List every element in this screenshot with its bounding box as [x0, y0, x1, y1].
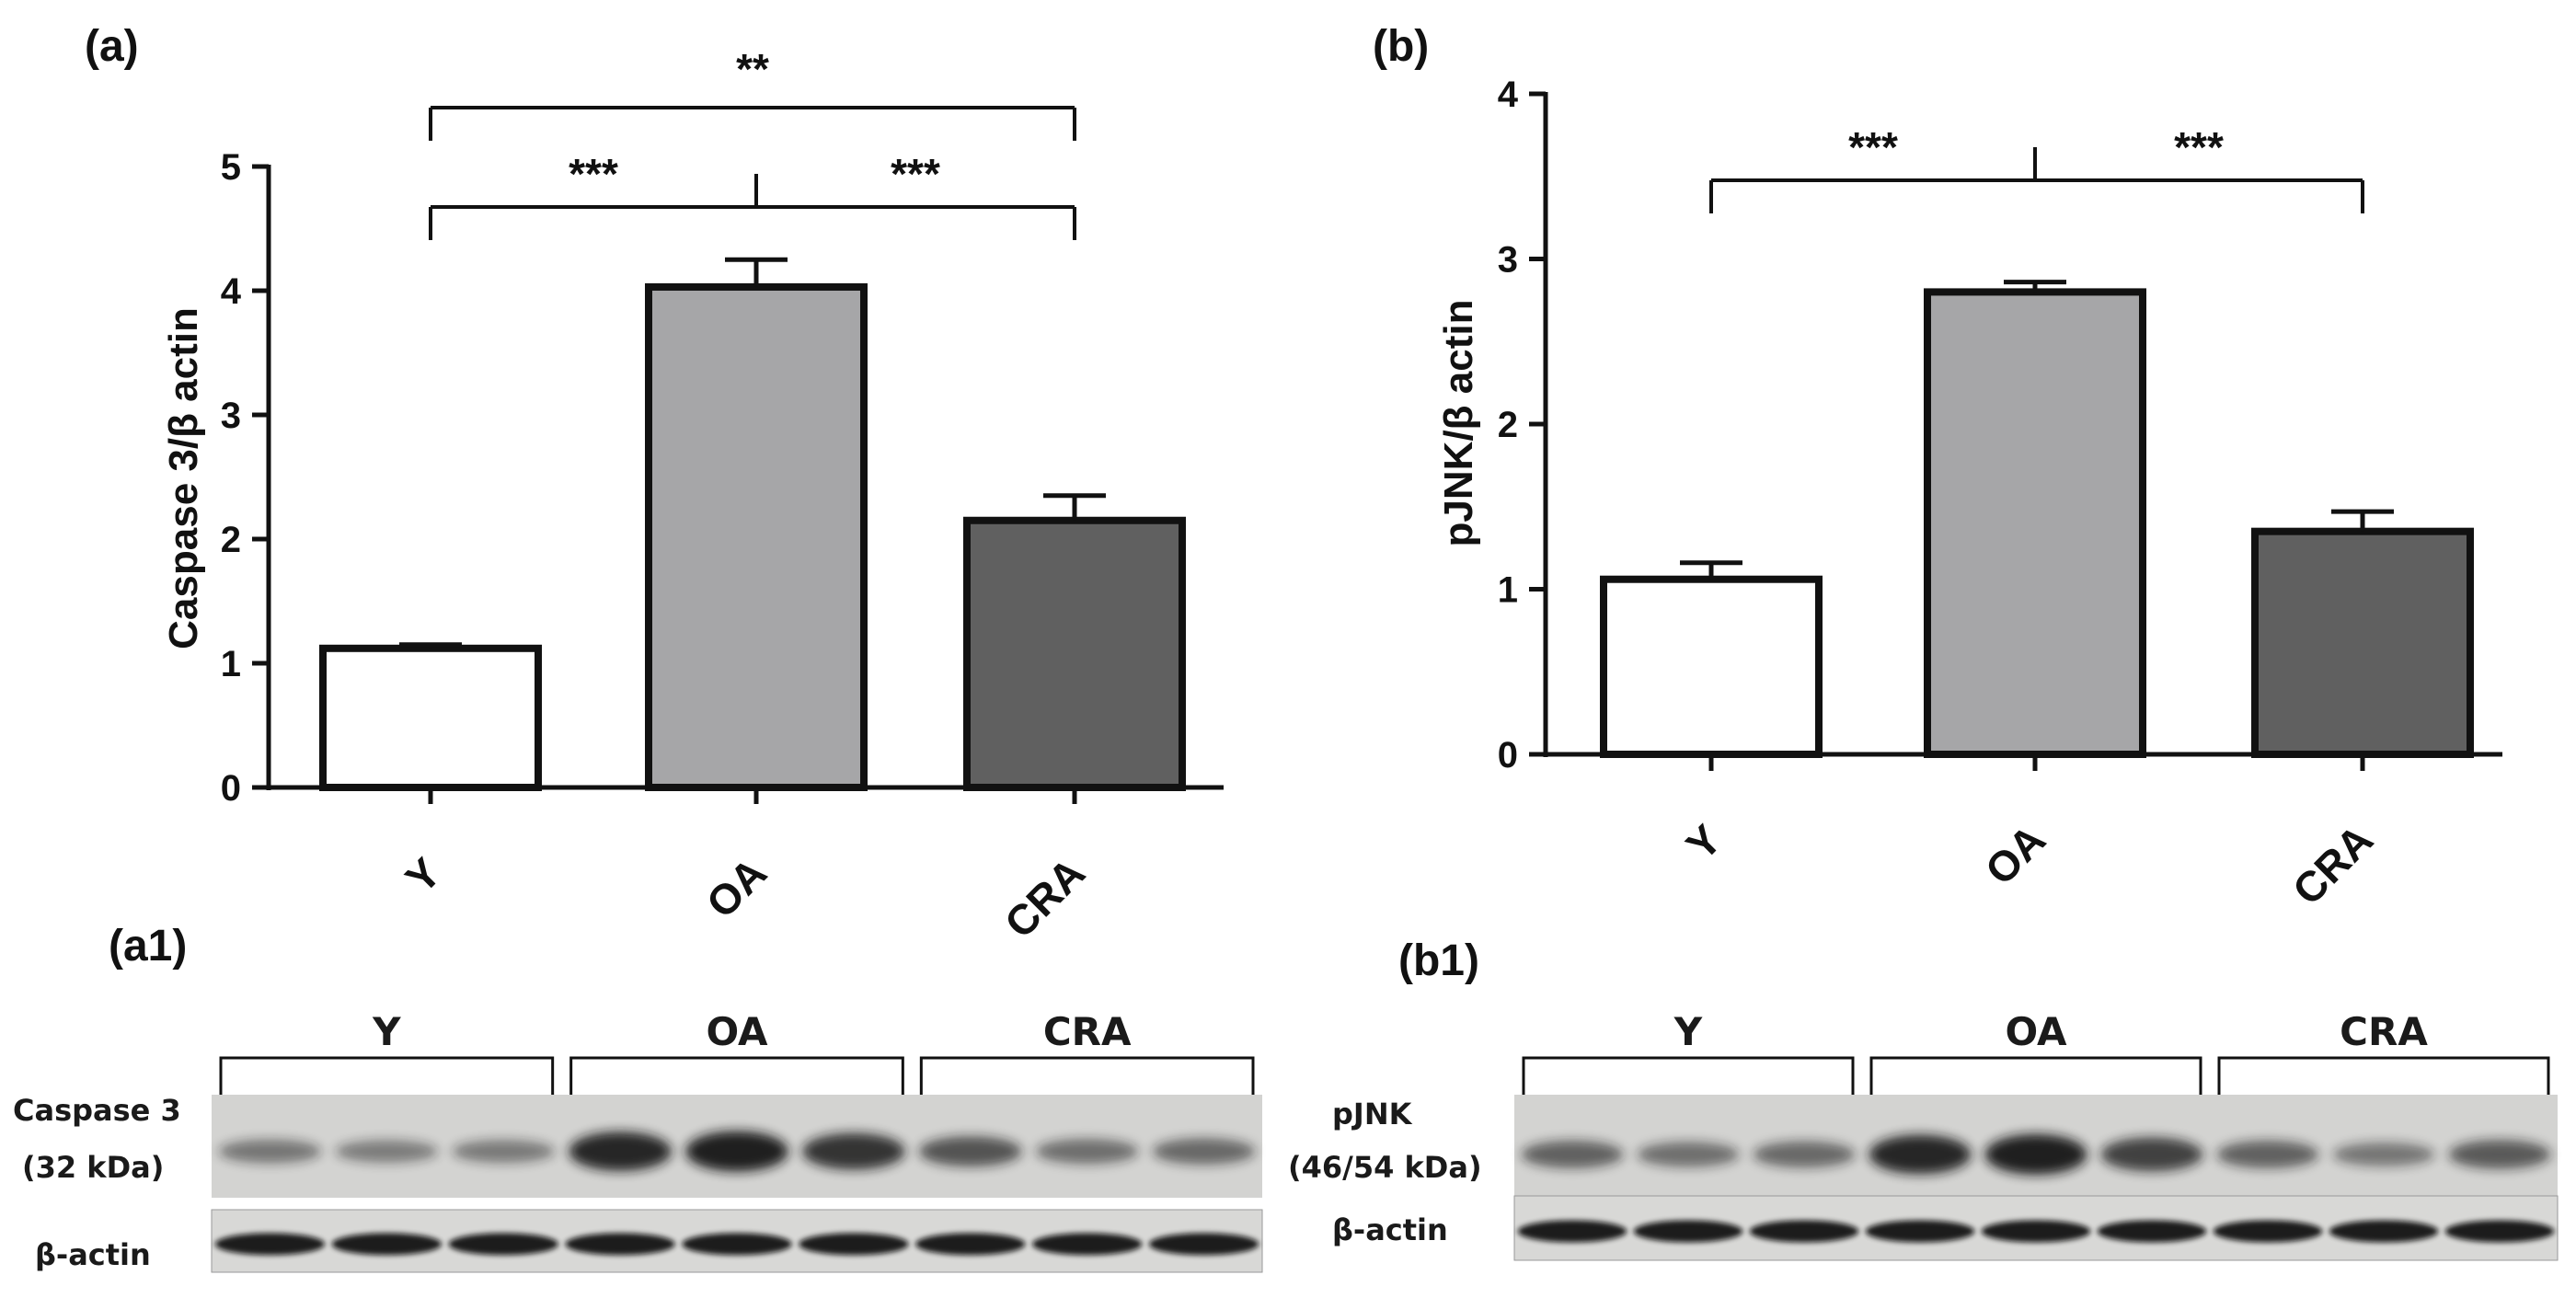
- y-tick-label: 3: [1498, 240, 1518, 281]
- target-band: [1637, 1142, 1740, 1167]
- target-band: [1035, 1139, 1139, 1165]
- lane-group-bracket: [919, 1056, 1255, 1095]
- target-band: [1152, 1138, 1256, 1165]
- chart-b-pjnk: 0 1 2 3 4 *** *** Y OA CRA pJNK/β actin: [1436, 75, 2502, 914]
- blot-b1-loading-label: β-actin: [1332, 1212, 1448, 1247]
- loading-band: [1032, 1233, 1143, 1256]
- loading-band: [2444, 1220, 2555, 1243]
- lane-group-bracket: [1522, 1056, 1855, 1095]
- panel-label-b1: (b1): [1398, 936, 1479, 985]
- target-band: [335, 1140, 439, 1163]
- panel-label-a: (a): [85, 22, 139, 71]
- target-band: [2448, 1140, 2551, 1169]
- target-band: [452, 1140, 556, 1164]
- target-band: [1521, 1140, 1624, 1168]
- western-blot-a1: Caspase 3 (32 kDa) β-actin Y OA CRA: [13, 1009, 1263, 1273]
- lane-group-label-y: Y: [1673, 1009, 1703, 1054]
- blot-b1-protein-size: (46/54 kDa): [1288, 1150, 1482, 1185]
- western-blot-b1: pJNK (46/54 kDa) β-actin Y OA CRA: [1288, 1009, 2559, 1261]
- significance-label: **: [736, 45, 769, 93]
- target-band: [2100, 1137, 2203, 1172]
- loading-band: [2213, 1220, 2323, 1243]
- lane-group-label-oa: OA: [2005, 1009, 2067, 1054]
- target-band: [802, 1132, 905, 1170]
- loading-band: [1633, 1220, 1743, 1243]
- loading-band: [799, 1233, 909, 1256]
- lane-group-bracket: [569, 1056, 904, 1095]
- loading-band: [214, 1233, 326, 1256]
- loading-band: [1981, 1220, 2091, 1243]
- target-band: [1753, 1141, 1856, 1168]
- y-tick-label: 3: [221, 396, 241, 436]
- panel-label-a1: (a1): [109, 922, 187, 971]
- target-band: [685, 1131, 788, 1172]
- significance-label: ***: [1848, 123, 1898, 171]
- lane-group-label-cra: CRA: [1043, 1009, 1132, 1054]
- loading-band: [448, 1233, 558, 1256]
- y-tick-label: 2: [1498, 405, 1518, 445]
- y-tick-label: 1: [1498, 570, 1518, 611]
- bar-cra: [2251, 527, 2474, 758]
- x-tick-label-cra: CRA: [2283, 815, 2382, 913]
- x-tick-label-y: Y: [397, 848, 450, 902]
- lane-group-label-oa: OA: [706, 1009, 768, 1054]
- loading-band: [1517, 1220, 1627, 1243]
- bar-cra: [963, 516, 1186, 791]
- loading-band: [2097, 1220, 2207, 1243]
- target-band: [218, 1139, 322, 1164]
- loading-band: [331, 1233, 442, 1256]
- lane-group-bracket: [2217, 1056, 2550, 1095]
- y-tick-label: 5: [221, 147, 241, 188]
- target-band: [1984, 1133, 2087, 1175]
- lane-group-bracket: [219, 1056, 555, 1095]
- y-tick-label: 0: [221, 768, 241, 809]
- loading-band: [682, 1233, 792, 1256]
- target-band: [1869, 1134, 1972, 1175]
- blot-a1-protein-size: (32 kDa): [22, 1150, 164, 1185]
- x-tick-label-oa: OA: [697, 848, 776, 927]
- blot-a1-loading-label: β-actin: [35, 1237, 151, 1272]
- target-band: [2332, 1143, 2435, 1166]
- panel-label-b: (b): [1373, 22, 1429, 71]
- significance-label: ***: [2174, 123, 2224, 171]
- target-band: [569, 1131, 672, 1171]
- target-band: [918, 1136, 1022, 1166]
- loading-band: [1148, 1233, 1259, 1256]
- y-axis-title-b: pJNK/β actin: [1436, 300, 1481, 547]
- x-tick-label-oa: OA: [1976, 815, 2055, 894]
- target-band: [2216, 1140, 2319, 1168]
- y-tick-label: 2: [221, 520, 241, 560]
- y-axis-title-a: Caspase 3/β actin: [161, 307, 206, 649]
- lane-group-label-y: Y: [372, 1009, 401, 1054]
- bar-oa: [1924, 288, 2146, 758]
- y-tick-label: 4: [1498, 75, 1519, 115]
- x-tick-label-y: Y: [1677, 815, 1731, 868]
- significance-label: ***: [569, 150, 618, 198]
- y-tick-label: 4: [221, 271, 242, 312]
- bar-y: [1600, 575, 1823, 758]
- loading-band: [565, 1233, 675, 1256]
- y-tick-label: 1: [221, 644, 241, 684]
- bar-oa: [645, 282, 868, 791]
- lane-group-bracket: [1869, 1056, 2202, 1095]
- loading-band: [1749, 1220, 1859, 1243]
- loading-band: [2329, 1220, 2439, 1243]
- x-tick-label-cra: CRA: [995, 848, 1094, 947]
- significance-label: ***: [891, 150, 940, 198]
- bar-y: [319, 644, 542, 791]
- loading-band: [915, 1233, 1026, 1256]
- y-tick-label: 0: [1498, 735, 1518, 775]
- loading-band: [1865, 1220, 1975, 1243]
- blot-b1-protein-label: pJNK: [1332, 1097, 1413, 1131]
- blot-a1-protein-label: Caspase 3: [13, 1093, 181, 1128]
- lane-group-label-cra: CRA: [2340, 1009, 2428, 1054]
